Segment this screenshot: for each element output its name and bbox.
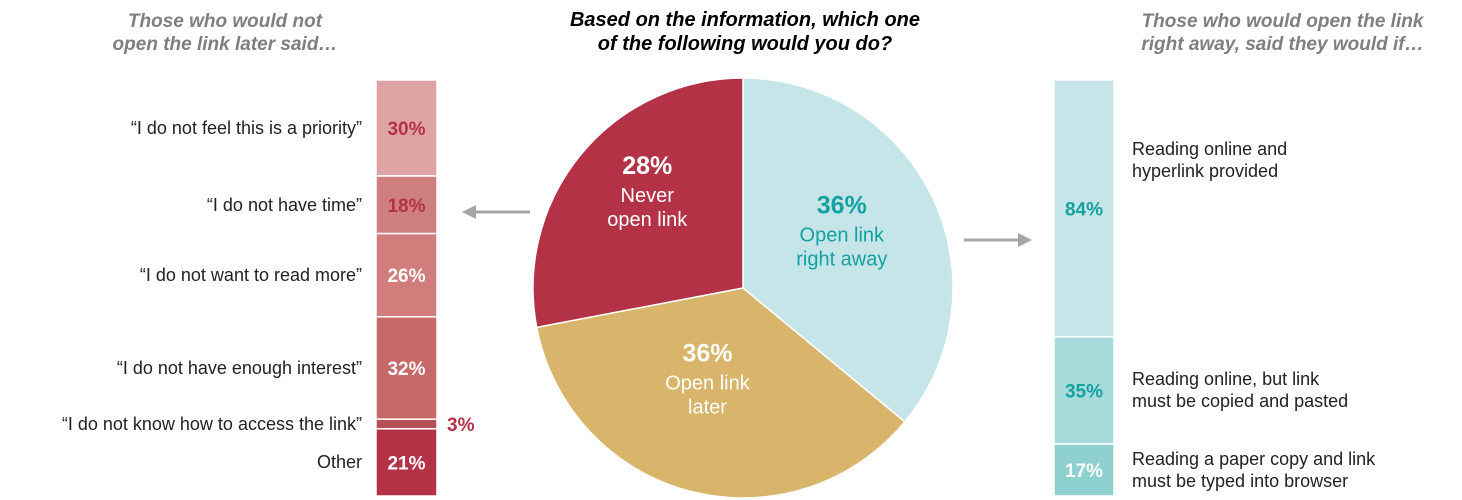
right-stacked-bar: 84% 35% 17% — [1053, 79, 1115, 497]
bar-segment — [1053, 79, 1115, 338]
bar-segment — [1053, 336, 1115, 445]
pie-slice-value-label: 28% — [622, 152, 672, 180]
bar-category-label: “I do not have time” — [206, 194, 362, 215]
bar-category-label: Reading online, but link must be copied … — [1132, 369, 1349, 412]
bar-category-label: “I do not know how to access the link” — [61, 414, 362, 434]
pie-chart: 36% Open link right away 36% Open link later 2… — [532, 77, 954, 499]
bar-segment — [375, 79, 438, 177]
right-arrow — [964, 233, 1032, 247]
pie-slice-category-label: Open link right away — [796, 225, 887, 271]
right-panel-title: Those who would open the link right away… — [1141, 11, 1424, 55]
bar-segment — [375, 428, 438, 497]
bar-value-label: 3% — [447, 415, 475, 436]
bar-segment — [375, 232, 438, 318]
left-arrow — [462, 205, 530, 219]
left-panel-title: Those who would not open the link later … — [112, 11, 338, 55]
bar-value-label: 30% — [387, 119, 425, 140]
bar-category-label: “I do not feel this is a priority” — [130, 118, 362, 138]
pie-slice — [532, 77, 744, 329]
bar-category-label: Reading online and hyperlink provided — [1132, 139, 1288, 182]
pie-slice — [742, 77, 954, 423]
bar-value-label: 17% — [1065, 461, 1103, 482]
chart-title: Based on the information, which one of t… — [569, 9, 921, 55]
bar-segment — [375, 418, 438, 430]
pie-slice-category-label: Never open link — [607, 185, 688, 231]
bar-segment — [375, 175, 438, 235]
bar-value-label: 18% — [387, 196, 425, 217]
pie-slice-category-label: Open link later — [665, 373, 750, 419]
left-stacked-bar: 30% 18% 26% 32% 3% 21% — [375, 79, 475, 497]
bar-value-label: 32% — [387, 359, 425, 380]
bar-value-label: 26% — [387, 266, 425, 287]
bar-value-label: 21% — [387, 453, 425, 474]
bar-value-label: 35% — [1065, 381, 1103, 402]
bar-segment — [1053, 443, 1115, 497]
bar-value-label: 84% — [1065, 199, 1103, 220]
pie-slice-value-label: 36% — [682, 340, 732, 368]
pie-slice — [535, 287, 906, 499]
bar-category-label: Reading a paper copy and link must be ty… — [1132, 449, 1376, 491]
pie-slice-value-label: 36% — [817, 192, 867, 220]
bar-category-label: “I do not want to read more” — [139, 265, 362, 286]
bar-category-label: Other — [316, 452, 362, 473]
bar-category-label: “I do not have enough interest” — [116, 358, 362, 378]
